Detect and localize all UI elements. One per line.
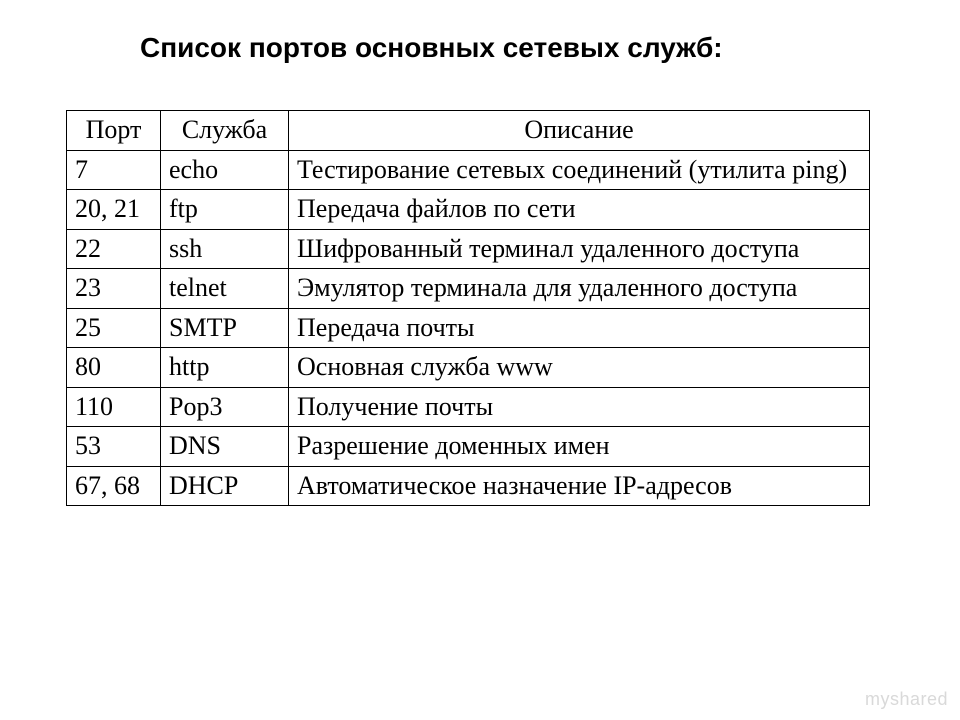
page-title: Список портов основных сетевых служб: [0, 0, 960, 64]
cell-description: Передача файлов по сети [289, 190, 870, 230]
ports-table: Порт Служба Описание 7 echo Тестирование… [66, 110, 870, 506]
cell-description: Основная служба www [289, 348, 870, 388]
col-header-port: Порт [67, 111, 161, 151]
cell-port: 53 [67, 427, 161, 467]
cell-service: echo [161, 150, 289, 190]
cell-port: 25 [67, 308, 161, 348]
cell-service: telnet [161, 269, 289, 309]
table-row: 80 http Основная служба www [67, 348, 870, 388]
col-header-description: Описание [289, 111, 870, 151]
cell-description: Разрешение доменных имен [289, 427, 870, 467]
cell-description: Тестирование сетевых соединений (утилита… [289, 150, 870, 190]
table-container: Порт Служба Описание 7 echo Тестирование… [0, 64, 960, 506]
table-row: 23 telnet Эмулятор терминала для удаленн… [67, 269, 870, 309]
cell-description: Автоматическое назначение IP-адресов [289, 466, 870, 506]
watermark: myshared [865, 689, 948, 710]
cell-port: 7 [67, 150, 161, 190]
table-header-row: Порт Служба Описание [67, 111, 870, 151]
cell-service: ssh [161, 229, 289, 269]
table-row: 110 Pop3 Получение почты [67, 387, 870, 427]
cell-service: http [161, 348, 289, 388]
table-row: 25 SMTP Передача почты [67, 308, 870, 348]
table-row: 67, 68 DHCP Автоматическое назначение IP… [67, 466, 870, 506]
cell-service: DNS [161, 427, 289, 467]
cell-service: Pop3 [161, 387, 289, 427]
cell-port: 67, 68 [67, 466, 161, 506]
cell-description: Получение почты [289, 387, 870, 427]
cell-description: Передача почты [289, 308, 870, 348]
cell-port: 22 [67, 229, 161, 269]
col-header-service: Служба [161, 111, 289, 151]
cell-service: SMTP [161, 308, 289, 348]
table-row: 22 ssh Шифрованный терминал удаленного д… [67, 229, 870, 269]
table-row: 7 echo Тестирование сетевых соединений (… [67, 150, 870, 190]
cell-service: ftp [161, 190, 289, 230]
cell-description: Эмулятор терминала для удаленного доступ… [289, 269, 870, 309]
table-row: 53 DNS Разрешение доменных имен [67, 427, 870, 467]
cell-service: DHCP [161, 466, 289, 506]
cell-port: 80 [67, 348, 161, 388]
cell-port: 110 [67, 387, 161, 427]
cell-port: 23 [67, 269, 161, 309]
table-row: 20, 21 ftp Передача файлов по сети [67, 190, 870, 230]
cell-port: 20, 21 [67, 190, 161, 230]
cell-description: Шифрованный терминал удаленного доступа [289, 229, 870, 269]
